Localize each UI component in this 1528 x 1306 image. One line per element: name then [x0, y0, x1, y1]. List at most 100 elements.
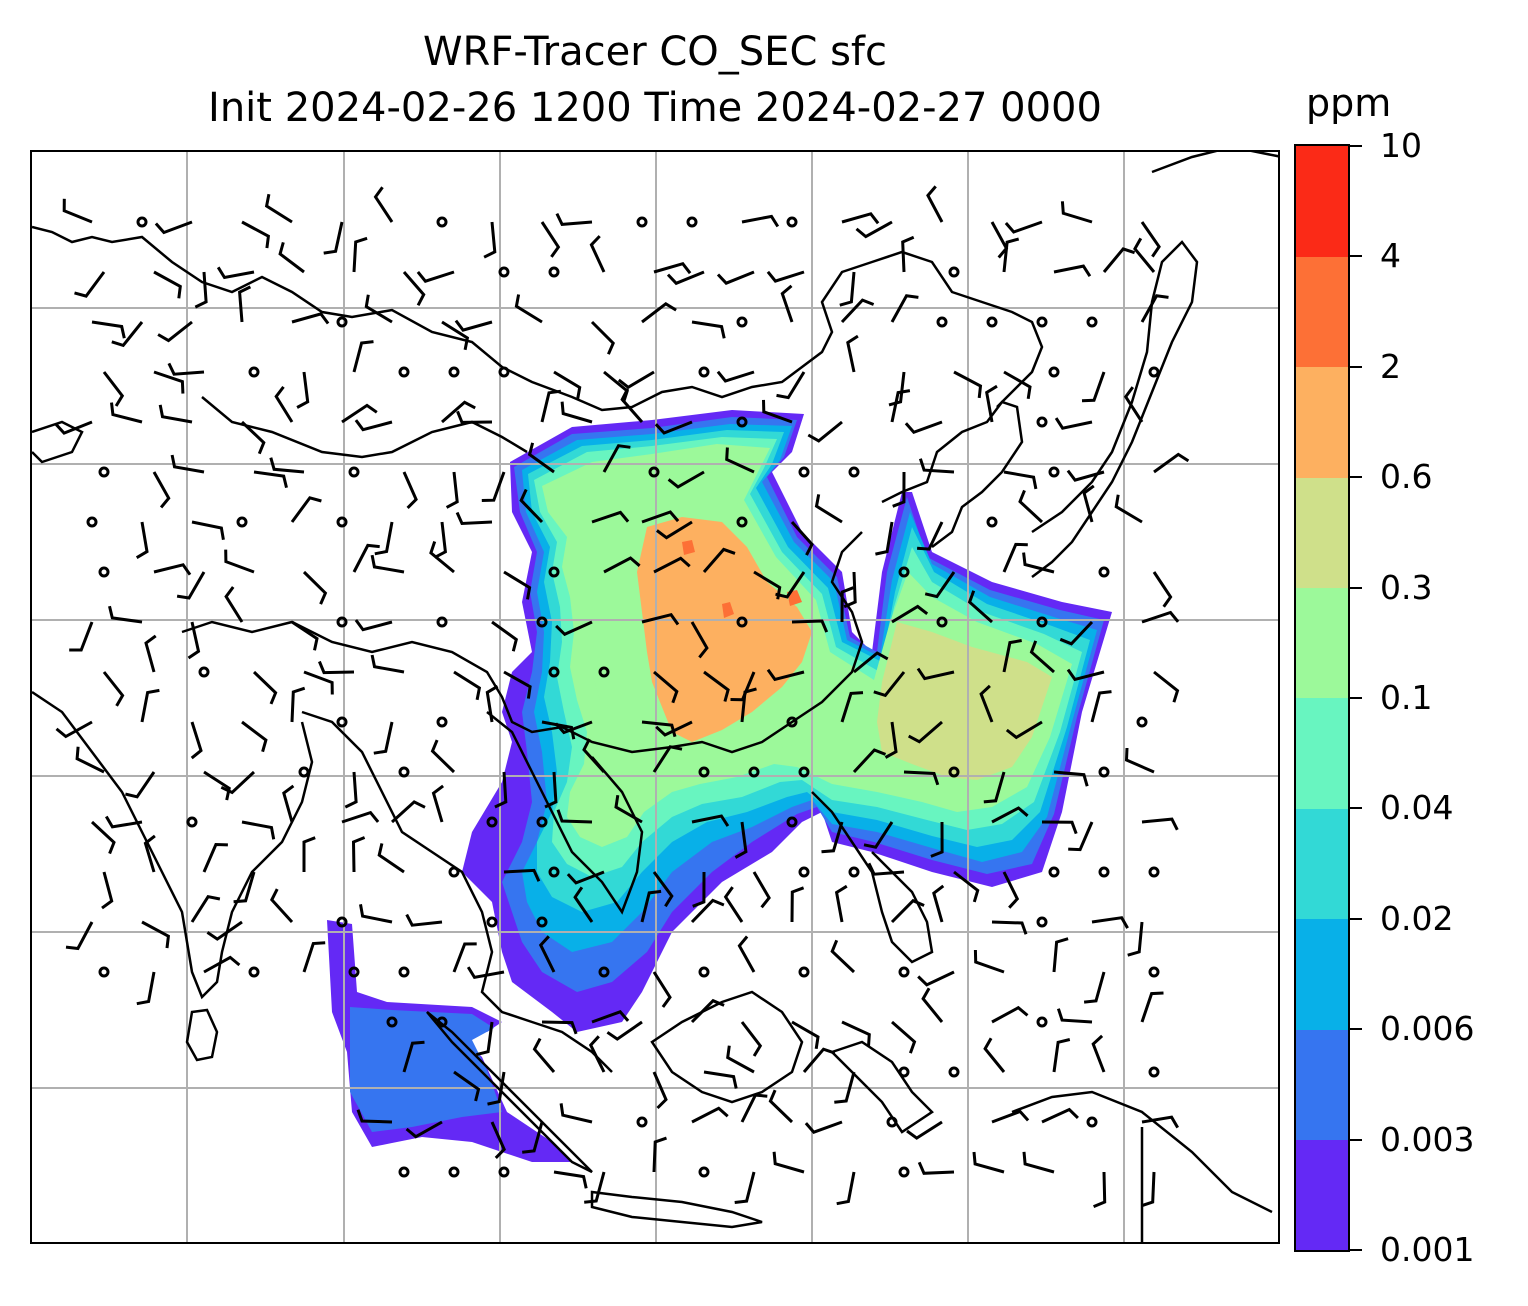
wind-barb [1022, 552, 1055, 574]
calm-wind-circle [1048, 866, 1060, 878]
wind-barb [102, 371, 125, 407]
wind-barb [187, 621, 201, 660]
colorbar-segment [1296, 1029, 1348, 1141]
wind-barb [979, 684, 994, 723]
calm-wind-circle [498, 366, 510, 378]
wind-barb [352, 236, 368, 273]
wind-barb [455, 511, 493, 526]
calm-wind-circle [986, 316, 998, 328]
wind-barb [1140, 221, 1161, 258]
calm-wind-circle [736, 516, 748, 528]
wind-barb [590, 320, 615, 355]
calm-wind-circle [548, 566, 560, 578]
coast-philippines [811, 791, 934, 964]
wind-barb [734, 821, 748, 859]
wind-barb [807, 420, 843, 443]
calm-wind-circle [1048, 466, 1060, 478]
wind-barb [62, 198, 93, 224]
wind-barb [203, 955, 241, 974]
wind-barb [190, 721, 203, 760]
wind-barb [916, 667, 955, 681]
wind-barb [264, 193, 293, 224]
wind-barb [924, 571, 956, 599]
wind-barb [830, 939, 856, 974]
wind-barb [490, 1121, 506, 1159]
wind-barb [972, 1151, 1005, 1174]
wind-barb [1083, 971, 1106, 1004]
wind-barb [555, 620, 593, 637]
wind-barb [1140, 991, 1164, 1023]
wind-barb [953, 370, 983, 399]
colorbar-unit: ppm [1306, 81, 1392, 125]
wind-barb [203, 770, 231, 801]
wind-barb [140, 688, 160, 723]
wind-barb [791, 619, 829, 633]
wind-barb [302, 836, 316, 872]
wind-barb [356, 1109, 393, 1124]
colorbar-segment [1296, 587, 1348, 699]
colorbar-segment [1296, 1139, 1348, 1251]
calm-wind-circle [648, 466, 660, 478]
wind-barb [867, 862, 905, 876]
wind-barb [431, 784, 445, 823]
colorbar-tick-mark [1350, 697, 1362, 699]
wind-barb [1068, 821, 1094, 852]
wind-barb [233, 871, 256, 904]
calm-wind-circle [686, 216, 698, 228]
coast-srilanka [185, 1008, 219, 1062]
wind-barb [690, 998, 725, 1024]
calm-wind-circle [1036, 416, 1048, 428]
calm-wind-circle [1148, 1066, 1160, 1078]
calm-wind-circle [298, 766, 310, 778]
wind-barb [926, 185, 944, 223]
wind-barb [1141, 1115, 1179, 1129]
wind-barb [907, 720, 943, 744]
wind-barb [741, 214, 780, 228]
wind-barb [323, 221, 344, 255]
wind-barb [691, 320, 726, 339]
wind-barb [1153, 670, 1180, 703]
wind-barb [554, 720, 593, 735]
wind-barb [153, 563, 192, 576]
wind-barb [620, 388, 644, 423]
wind-barb [476, 1021, 494, 1057]
calm-wind-circle [798, 966, 810, 978]
wind-barb [370, 554, 405, 574]
wind-barb [1041, 1107, 1079, 1124]
wind-barb [652, 1071, 668, 1110]
wind-barb [667, 470, 705, 489]
wind-barb [560, 401, 593, 424]
wind-barb [653, 261, 692, 275]
wind-barb [224, 586, 244, 623]
colorbar-segment [1296, 256, 1348, 368]
wind-barb [485, 685, 499, 723]
calm-wind-circle [486, 816, 498, 828]
coast-newguinea [1011, 1090, 1273, 1214]
calm-wind-circle [348, 966, 360, 978]
wind-barb [152, 471, 171, 509]
calm-wind-circle [898, 966, 910, 978]
wind-barb [1140, 1171, 1156, 1208]
wind-barb [1102, 247, 1136, 273]
wind-barb [652, 971, 672, 1008]
colorbar-tick-mark [1350, 365, 1362, 368]
wind-barb [108, 605, 143, 624]
wind-barb [875, 521, 894, 556]
wind-barb [540, 389, 562, 423]
wind-barb [916, 521, 944, 551]
wind-barb [690, 898, 725, 924]
wind-barb [802, 1047, 836, 1073]
wind-barb [840, 691, 864, 723]
wind-barb [494, 771, 508, 809]
wind-barb [641, 301, 677, 324]
calm-wind-circle [798, 866, 810, 878]
wind-barb [170, 454, 205, 474]
wind-barb [75, 746, 105, 774]
wind-barb [723, 886, 744, 923]
calm-wind-circle [448, 366, 460, 378]
wind-barb [917, 970, 955, 987]
wind-barb [269, 457, 305, 474]
calm-wind-circle [336, 316, 348, 328]
wind-barb [652, 1136, 667, 1173]
colorbar-tick-mark [1350, 1249, 1362, 1251]
